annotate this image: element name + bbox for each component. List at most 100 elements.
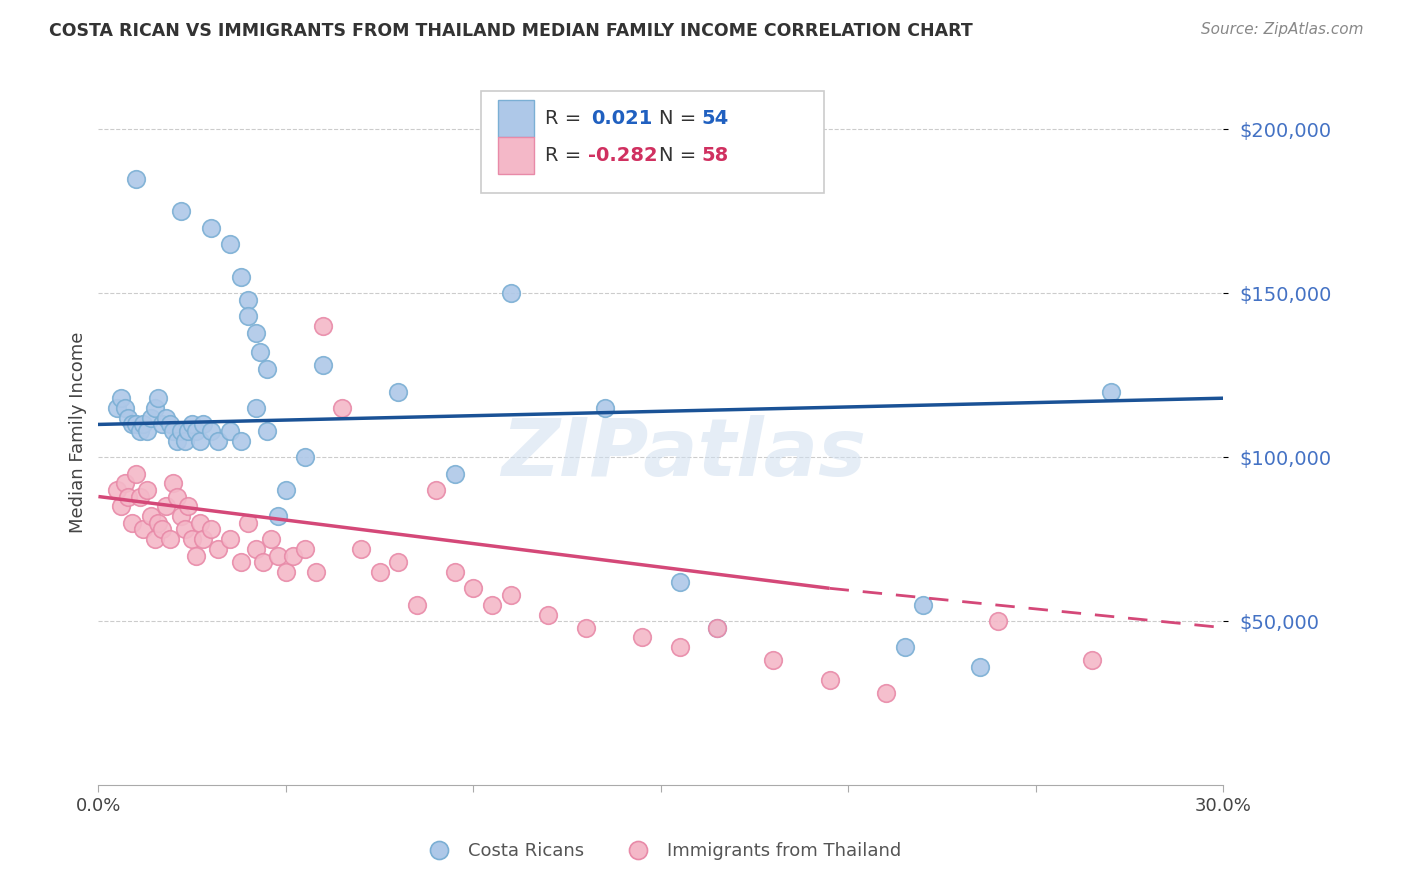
Text: R =: R = <box>546 109 588 128</box>
Point <box>177 424 200 438</box>
Point <box>188 434 211 448</box>
Legend: Costa Ricans, Immigrants from Thailand: Costa Ricans, Immigrants from Thailand <box>413 835 908 868</box>
Point <box>136 424 159 438</box>
Point <box>184 549 207 563</box>
Point <box>256 361 278 376</box>
Point <box>499 588 522 602</box>
Point <box>150 417 173 432</box>
Point <box>114 476 136 491</box>
Point <box>238 293 260 307</box>
Point <box>238 516 260 530</box>
Point <box>305 565 328 579</box>
Point <box>274 483 297 497</box>
Point <box>117 490 139 504</box>
FancyBboxPatch shape <box>498 100 534 136</box>
Text: 58: 58 <box>702 146 728 165</box>
Point <box>818 673 841 687</box>
Point <box>969 660 991 674</box>
Point <box>193 532 215 546</box>
Point <box>267 549 290 563</box>
Point <box>200 424 222 438</box>
Point <box>125 417 148 432</box>
Point <box>229 434 252 448</box>
Point <box>110 500 132 514</box>
Point <box>173 522 195 536</box>
Point <box>252 555 274 569</box>
Point <box>207 434 229 448</box>
Point <box>218 424 240 438</box>
Point <box>166 490 188 504</box>
Point <box>593 401 616 415</box>
Point <box>125 171 148 186</box>
Point <box>200 220 222 235</box>
Point <box>987 614 1010 628</box>
Point <box>1081 653 1104 667</box>
Text: Source: ZipAtlas.com: Source: ZipAtlas.com <box>1201 22 1364 37</box>
Point <box>105 401 128 415</box>
Text: R =: R = <box>546 146 588 165</box>
Point <box>238 310 260 324</box>
Point <box>105 483 128 497</box>
Point <box>128 490 150 504</box>
Point <box>294 450 316 465</box>
Text: 54: 54 <box>702 109 728 128</box>
Point <box>181 417 204 432</box>
Point <box>110 391 132 405</box>
Point <box>181 532 204 546</box>
Point <box>128 424 150 438</box>
Y-axis label: Median Family Income: Median Family Income <box>69 332 87 533</box>
Point <box>294 541 316 556</box>
Point <box>150 522 173 536</box>
Point <box>177 500 200 514</box>
Point <box>893 640 915 655</box>
Text: ZIPatlas: ZIPatlas <box>501 415 866 492</box>
Point <box>260 532 283 546</box>
Point <box>117 410 139 425</box>
Point <box>706 621 728 635</box>
Point <box>159 532 181 546</box>
FancyBboxPatch shape <box>498 137 534 174</box>
Point <box>218 237 240 252</box>
Point <box>139 410 162 425</box>
Text: N =: N = <box>658 109 702 128</box>
Point <box>184 424 207 438</box>
Point <box>330 401 353 415</box>
Point <box>1099 384 1122 399</box>
Point <box>443 467 465 481</box>
Point <box>155 500 177 514</box>
Point <box>136 483 159 497</box>
Point <box>148 516 170 530</box>
Point <box>245 541 267 556</box>
Point <box>143 532 166 546</box>
Point <box>481 598 503 612</box>
Point <box>170 204 193 219</box>
Point <box>387 384 409 399</box>
Point <box>368 565 391 579</box>
Point <box>159 417 181 432</box>
Point <box>125 467 148 481</box>
Point <box>200 522 222 536</box>
Point <box>193 417 215 432</box>
Point <box>207 541 229 556</box>
Text: N =: N = <box>658 146 702 165</box>
Point <box>132 522 155 536</box>
Point <box>537 607 560 622</box>
Point <box>631 631 654 645</box>
Point <box>912 598 935 612</box>
Point <box>463 582 485 596</box>
Point <box>245 326 267 340</box>
Point <box>706 621 728 635</box>
Point <box>668 640 690 655</box>
Point <box>256 424 278 438</box>
Point <box>312 359 335 373</box>
Point <box>114 401 136 415</box>
Point <box>170 509 193 524</box>
Point <box>162 424 184 438</box>
Point <box>312 319 335 334</box>
Point <box>575 621 598 635</box>
Point <box>166 434 188 448</box>
Point <box>350 541 373 556</box>
Point <box>387 555 409 569</box>
Point <box>668 574 690 589</box>
Point <box>762 653 785 667</box>
